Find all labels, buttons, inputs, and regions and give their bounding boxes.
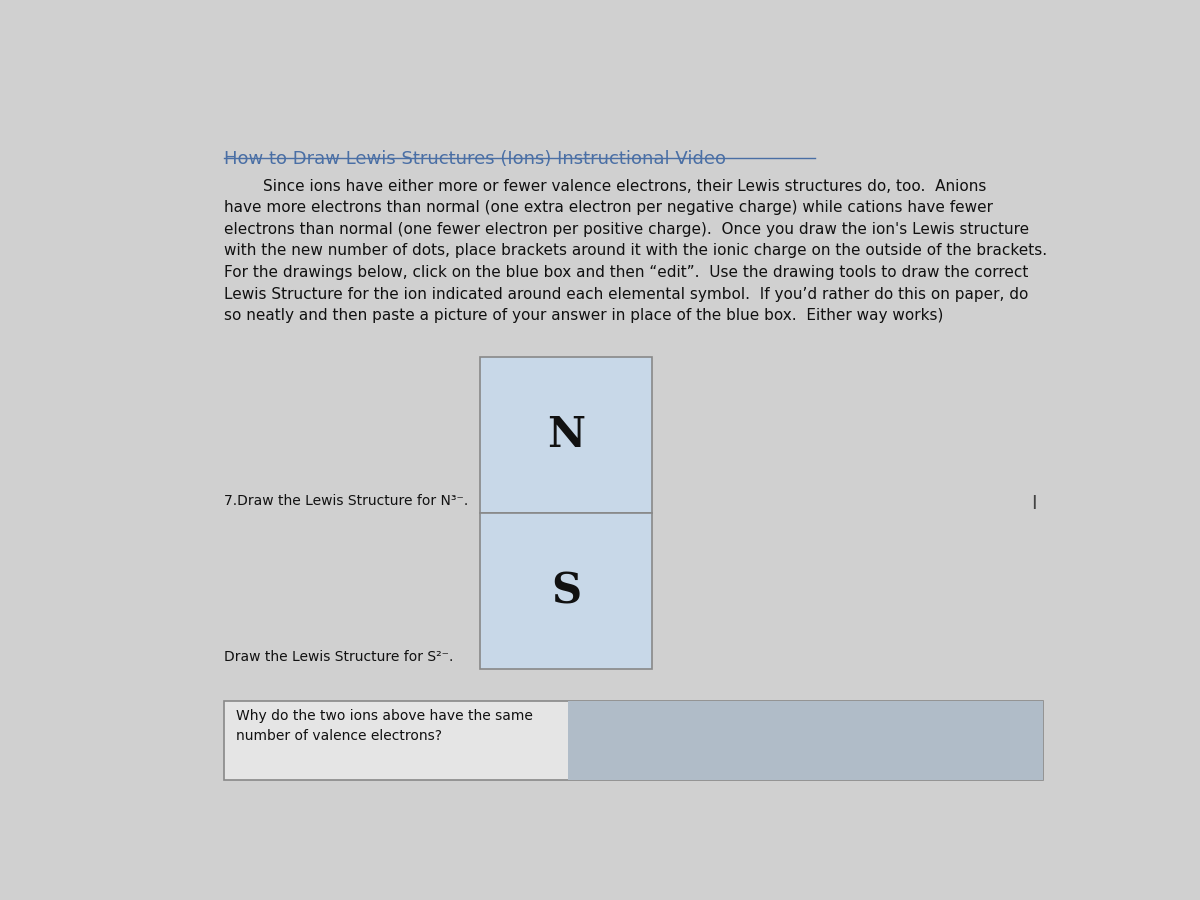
- Text: S: S: [551, 571, 581, 612]
- FancyBboxPatch shape: [568, 700, 1043, 780]
- FancyBboxPatch shape: [480, 513, 653, 670]
- Text: How to Draw Lewis Structures (Ions) Instructional Video: How to Draw Lewis Structures (Ions) Inst…: [224, 149, 726, 167]
- Text: 7.Draw the Lewis Structure for N³⁻.: 7.Draw the Lewis Structure for N³⁻.: [224, 494, 469, 508]
- Text: N: N: [547, 414, 586, 456]
- Text: I: I: [1031, 493, 1037, 512]
- Text: Since ions have either more or fewer valence electrons, their Lewis structures d: Since ions have either more or fewer val…: [224, 179, 1048, 323]
- Text: Why do the two ions above have the same
number of valence electrons?: Why do the two ions above have the same …: [235, 709, 533, 743]
- FancyBboxPatch shape: [480, 357, 653, 513]
- FancyBboxPatch shape: [224, 700, 1043, 780]
- Text: Draw the Lewis Structure for S²⁻.: Draw the Lewis Structure for S²⁻.: [224, 650, 454, 664]
